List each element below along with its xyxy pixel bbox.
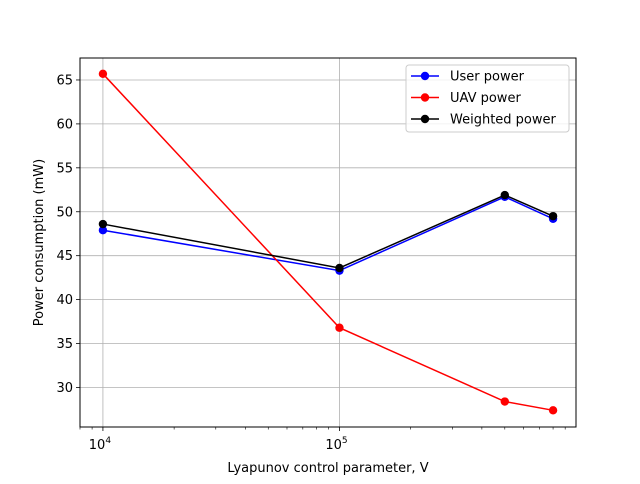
data-point (548, 406, 558, 415)
data-point (335, 323, 344, 332)
series-user-power (98, 192, 558, 275)
y-tick-label: 55 (56, 161, 73, 176)
plot-frame (79, 57, 577, 428)
series-line (102, 195, 554, 272)
y-tick-label: 35 (56, 337, 73, 352)
series-line (102, 194, 554, 269)
y-tick-label: 65 (56, 73, 73, 88)
series-layer (98, 69, 558, 415)
legend-item: UAV power (411, 91, 521, 106)
axis-ticks: 30 35 40 45 50 55 60 65 104 105 (56, 73, 566, 453)
x-tick-label: 104 (89, 436, 112, 453)
data-point (98, 226, 108, 235)
data-point (500, 397, 509, 406)
grid (80, 58, 576, 427)
y-tick-label: 50 (56, 205, 73, 220)
data-point (500, 190, 509, 200)
series-weighted-power (98, 190, 558, 273)
data-point (335, 263, 344, 273)
series-uav-power (98, 69, 558, 415)
y-tick-label: 60 (56, 117, 73, 132)
x-tick-label: 105 (325, 436, 347, 453)
legend-item: User power (411, 70, 525, 85)
legend-item: Weighted power (411, 113, 557, 128)
legend-label: Weighted power (450, 113, 557, 128)
data-point (548, 211, 558, 221)
y-tick-label: 30 (56, 381, 73, 396)
legend-swatch-marker (420, 114, 430, 124)
legend-label: UAV power (450, 91, 521, 106)
data-point (98, 219, 108, 229)
data-point (98, 69, 108, 79)
y-tick-label: 45 (56, 249, 73, 264)
legend-swatch-marker (420, 93, 430, 102)
legend-label: User power (450, 70, 525, 85)
series-line (102, 73, 554, 412)
y-axis-label: Power consumption (mW) (32, 159, 47, 326)
y-tick-label: 40 (56, 293, 73, 308)
legend-box (405, 64, 570, 133)
x-axis-label: Lyapunov control parameter, V (227, 461, 428, 476)
legend-swatch-marker (420, 71, 430, 81)
legend: User power UAV power Weighted power (405, 64, 570, 133)
